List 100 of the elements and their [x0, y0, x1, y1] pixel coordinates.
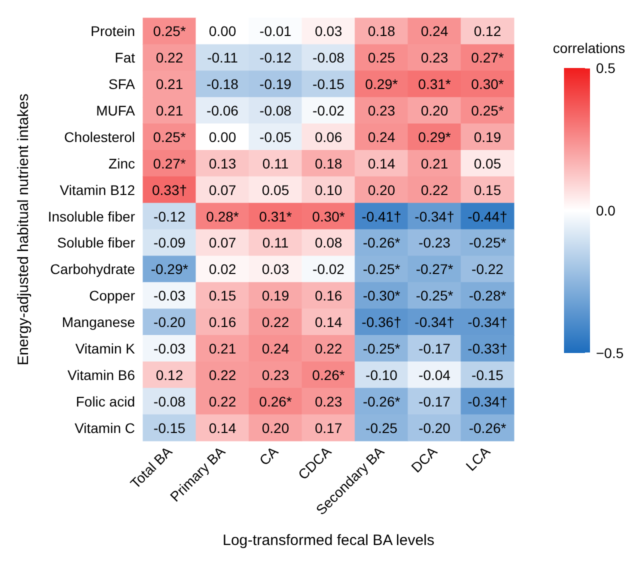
- data-label: -0.12: [260, 50, 292, 66]
- data-label: 0.18: [368, 23, 396, 40]
- data-label: -0.02: [312, 261, 345, 278]
- y-tick-label: Fat: [114, 50, 136, 66]
- y-tick-label: Protein: [90, 23, 135, 40]
- data-label: -0.20: [154, 314, 186, 330]
- data-label: 0.26*: [312, 366, 346, 383]
- data-label: 0.25*: [153, 128, 186, 145]
- data-label: 0.18: [314, 155, 342, 172]
- data-label: -0.08: [154, 393, 186, 410]
- data-label: 0.05: [474, 155, 502, 172]
- data-label: -0.34†: [468, 314, 508, 330]
- data-label: 0.24: [368, 128, 396, 145]
- data-label: -0.15: [472, 366, 504, 383]
- data-label: 0.00: [208, 23, 236, 40]
- data-label: -0.28*: [468, 288, 507, 304]
- data-label: 0.33†: [152, 182, 188, 198]
- y-tick-label: Insoluble fiber: [48, 208, 136, 224]
- y-tick-label: Vitamin B12: [60, 182, 136, 198]
- data-label: 0.30*: [312, 208, 346, 224]
- data-label: 0.31*: [418, 76, 452, 92]
- y-tick-label: Copper: [89, 288, 136, 304]
- data-label: -0.29*: [150, 261, 189, 278]
- data-label: 0.00: [208, 128, 236, 145]
- data-label: 0.06: [314, 128, 342, 145]
- data-label: 0.25*: [471, 102, 504, 119]
- y-tick-label: SFA: [108, 76, 136, 92]
- y-tick-label: Manganese: [62, 314, 136, 330]
- data-label: 0.19: [262, 288, 290, 304]
- data-label: 0.21: [208, 340, 236, 356]
- data-label: -0.15: [312, 76, 345, 92]
- data-label: 0.29*: [418, 128, 452, 145]
- color-bar-label: −0.5: [596, 345, 624, 361]
- data-label: 0.27*: [471, 50, 504, 66]
- data-label: 0.14: [314, 314, 342, 330]
- data-label: 0.27*: [153, 155, 186, 172]
- data-label: 0.03: [314, 23, 342, 40]
- data-label: 0.23: [420, 50, 448, 66]
- data-label: -0.01: [260, 23, 292, 40]
- data-label: 0.13: [208, 155, 236, 172]
- data-label: 0.16: [208, 314, 236, 330]
- data-label: 0.20: [368, 182, 396, 198]
- data-label: 0.19: [474, 128, 502, 145]
- data-label: -0.18: [206, 76, 239, 92]
- data-label: 0.12: [156, 366, 184, 383]
- data-label: -0.30*: [362, 288, 401, 304]
- data-label: 0.30*: [471, 76, 504, 92]
- data-label: 0.02: [208, 261, 236, 278]
- data-label: 0.22: [208, 366, 236, 383]
- data-label: 0.29*: [365, 76, 398, 92]
- data-label: 0.17: [314, 420, 342, 436]
- data-label: -0.02: [312, 102, 345, 119]
- data-label: 0.16: [314, 288, 342, 304]
- color-bar-label: 0.0: [596, 202, 616, 218]
- data-label: 0.26*: [259, 393, 292, 410]
- data-label: 0.14: [368, 155, 396, 172]
- data-label: 0.22: [262, 314, 290, 330]
- data-label: 0.25*: [153, 23, 186, 40]
- data-label: 0.22: [420, 182, 448, 198]
- data-label: -0.36†: [362, 314, 402, 330]
- data-label: 0.12: [474, 23, 502, 40]
- data-label: -0.03: [154, 340, 186, 356]
- y-axis-title: Energy-adjusted habitual nutrient intakes: [15, 94, 32, 366]
- data-label: -0.11: [207, 50, 238, 66]
- y-tick-label: Folic acid: [76, 393, 135, 410]
- y-tick-label: Soluble fiber: [57, 234, 136, 251]
- data-label: 0.24: [262, 340, 290, 356]
- data-label: 0.05: [262, 182, 290, 198]
- data-label: -0.03: [154, 288, 186, 304]
- data-label: -0.08: [260, 102, 292, 119]
- data-label: 0.07: [208, 234, 236, 251]
- data-label: -0.17: [418, 393, 451, 410]
- data-label: -0.25*: [416, 288, 454, 304]
- y-tick-label: Vitamin K: [75, 340, 136, 356]
- data-label: 0.22: [208, 393, 236, 410]
- data-label: -0.23: [418, 234, 451, 251]
- color-bar-label: 0.5: [596, 60, 616, 76]
- data-label: -0.08: [312, 50, 345, 66]
- data-label: -0.06: [206, 102, 239, 119]
- data-label: -0.04: [418, 366, 451, 383]
- data-label: 0.11: [262, 234, 289, 251]
- data-label: 0.22: [314, 340, 342, 356]
- data-label: 0.07: [208, 182, 236, 198]
- data-label: 0.22: [156, 50, 184, 66]
- x-axis-title: Log-transformed fecal BA levels: [222, 532, 434, 549]
- data-label: 0.20: [262, 420, 290, 436]
- data-label: -0.10: [366, 366, 398, 383]
- data-label: -0.19: [260, 76, 292, 92]
- y-tick-label: Vitamin C: [74, 420, 135, 436]
- data-label: -0.05: [260, 128, 292, 145]
- data-label: -0.15: [154, 420, 186, 436]
- data-label: 0.31*: [259, 208, 292, 224]
- y-tick-label: Cholesterol: [64, 128, 135, 145]
- data-label: 0.15: [474, 182, 502, 198]
- data-label: 0.11: [262, 155, 289, 172]
- data-label: -0.33†: [468, 340, 508, 356]
- data-label: 0.21: [156, 102, 184, 119]
- data-label: -0.34†: [468, 393, 508, 410]
- data-label: 0.21: [156, 76, 184, 92]
- data-label: -0.25: [366, 420, 398, 436]
